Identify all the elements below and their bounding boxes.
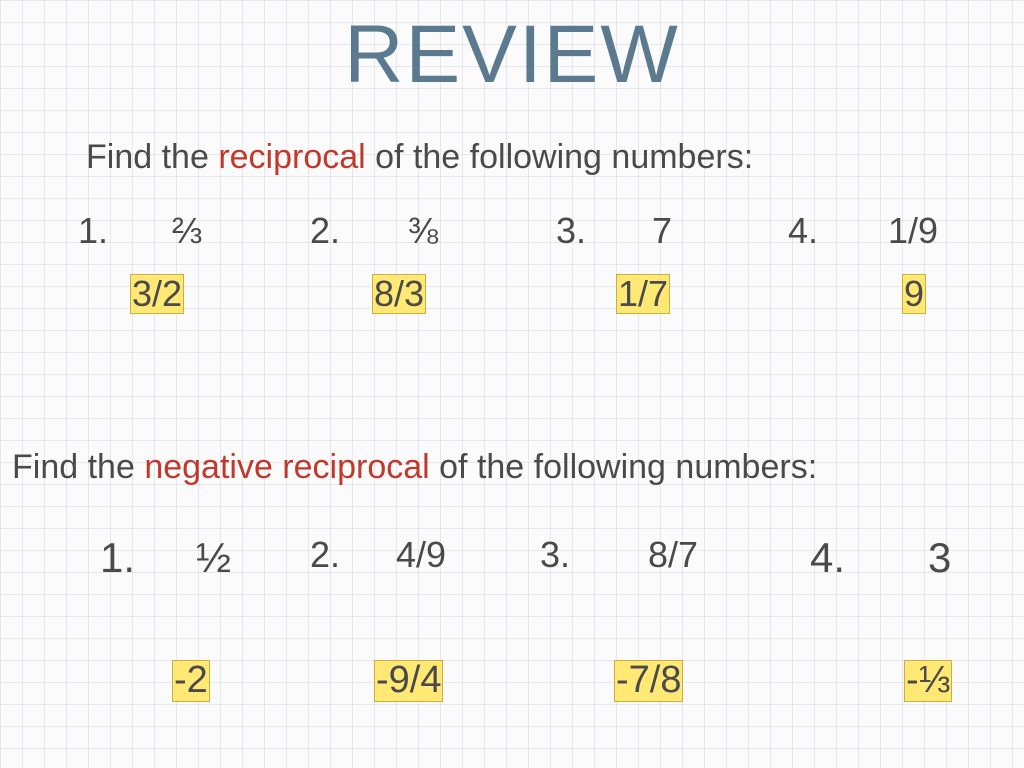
a8-value: -⅓ [904, 660, 952, 702]
q2-num: 2. [310, 210, 340, 252]
q4-value: 1/9 [888, 210, 938, 252]
a2-value: 8/3 [372, 274, 426, 314]
section1-instruction: Find the reciprocal of the following num… [86, 138, 753, 177]
a5-value: -2 [172, 660, 210, 702]
q1-num: 1. [78, 210, 108, 252]
section2-instruction: Find the negative reciprocal of the foll… [12, 448, 817, 487]
section1-prefix: Find the [86, 138, 218, 176]
q5-num: 1. [100, 534, 135, 582]
q3-num: 3. [556, 210, 586, 252]
section1-answers-row: 3/2 8/3 1/7 9 [0, 274, 1024, 324]
section2-prefix: Find the [12, 448, 144, 486]
a3-value: 1/7 [616, 274, 670, 314]
q3-value: 7 [652, 210, 672, 252]
a1-value: 3/2 [130, 274, 184, 314]
q6-num: 2. [310, 534, 340, 576]
q5-value: ½ [196, 534, 231, 582]
section2-answers-row: -2 -9/4 -7/8 -⅓ [0, 660, 1024, 710]
q6-value: 4/9 [396, 534, 446, 576]
q4-num: 4. [788, 210, 818, 252]
q7-num: 3. [540, 534, 570, 576]
a7-value: -7/8 [614, 660, 683, 702]
q2-value: ⅜ [408, 210, 438, 252]
a6-value: -9/4 [374, 660, 443, 702]
q1-value: ⅔ [172, 210, 202, 252]
q7-value: 8/7 [648, 534, 698, 576]
section2-questions-row: 1. ½ 2. 4/9 3. 8/7 4. 3 [0, 534, 1024, 594]
section1-suffix: of the following numbers: [366, 138, 753, 176]
section1-questions-row: 1. ⅔ 2. ⅜ 3. 7 4. 1/9 [0, 210, 1024, 260]
q8-num: 4. [810, 534, 845, 582]
section1-keyword: reciprocal [218, 138, 365, 176]
section2-keyword: negative reciprocal [144, 448, 429, 486]
q8-value: 3 [928, 534, 951, 582]
page-title: REVIEW [0, 8, 1024, 102]
section2-suffix: of the following numbers: [430, 448, 817, 486]
a4-value: 9 [902, 274, 926, 314]
